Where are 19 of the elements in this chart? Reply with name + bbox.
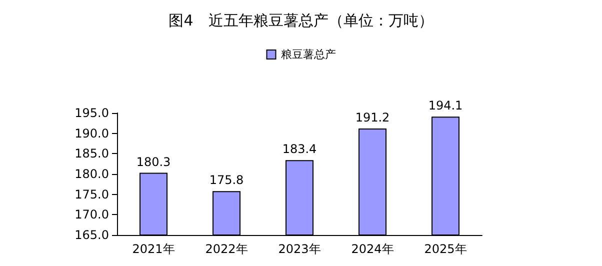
y-tick-label: 170.0 <box>74 208 109 222</box>
x-tick-label: 2024年 <box>351 242 394 256</box>
y-tick-label: 185.0 <box>74 146 109 161</box>
data-label: 175.8 <box>209 173 244 188</box>
data-label: 180.3 <box>136 154 171 169</box>
legend-label: 粮豆薯总产 <box>280 48 336 61</box>
x-tick-label: 2021年 <box>132 242 175 256</box>
y-tick-label: 180.0 <box>74 167 109 181</box>
data-label: 191.2 <box>355 110 390 124</box>
chart-title: 图4 近五年粮豆薯总产（单位：万吨） <box>168 12 434 30</box>
x-tick-label: 2025年 <box>424 242 467 256</box>
data-label: 194.1 <box>428 98 463 113</box>
y-tick-label: 190.0 <box>74 126 109 140</box>
y-tick-label: 165.0 <box>74 228 109 242</box>
x-tick-label: 2022年 <box>205 242 248 256</box>
y-tick-label: 195.0 <box>74 106 109 120</box>
y-tick-label: 175.0 <box>74 187 109 202</box>
data-label: 183.4 <box>282 142 317 156</box>
x-tick-label: 2023年 <box>278 242 321 256</box>
